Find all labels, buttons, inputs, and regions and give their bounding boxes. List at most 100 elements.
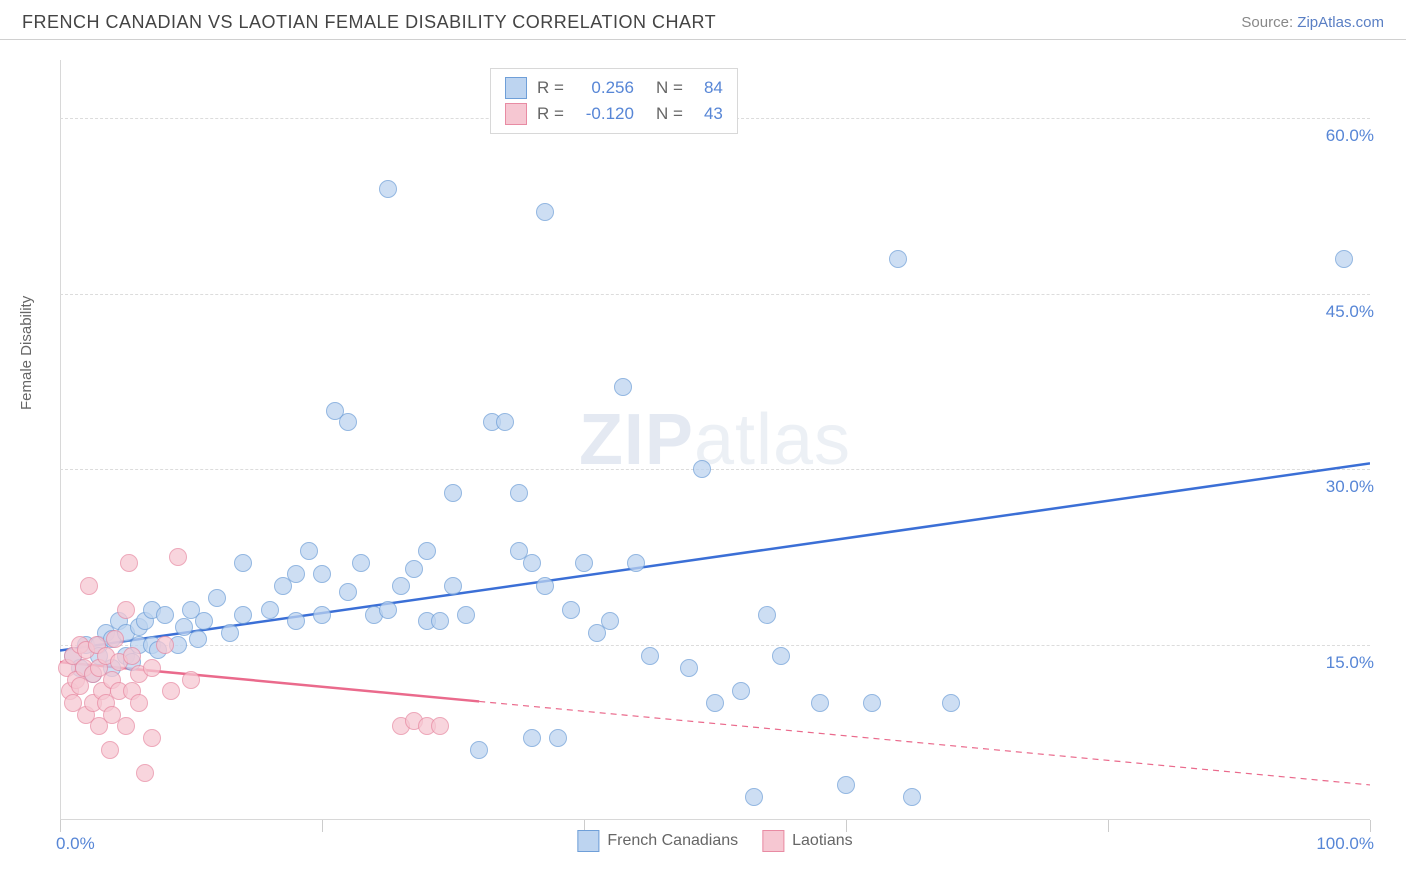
x-tick (60, 820, 61, 832)
data-point (706, 694, 724, 712)
data-point (143, 659, 161, 677)
data-point (234, 554, 252, 572)
data-point (405, 560, 423, 578)
swatch-series1 (577, 830, 599, 852)
data-point (575, 554, 593, 572)
data-point (431, 717, 449, 735)
data-point (379, 180, 397, 198)
r-label: R = (537, 104, 564, 124)
data-point (444, 577, 462, 595)
y-axis-title: Female Disability (18, 296, 35, 410)
data-point (627, 554, 645, 572)
data-point (80, 577, 98, 595)
data-point (837, 776, 855, 794)
data-point (339, 583, 357, 601)
y-axis-label: 60.0% (1326, 126, 1374, 146)
gridline (60, 645, 1370, 646)
data-point (313, 565, 331, 583)
swatch-series1 (505, 77, 527, 99)
watermark-atlas: atlas (694, 400, 851, 480)
data-point (1335, 250, 1353, 268)
data-point (156, 636, 174, 654)
chart-header: FRENCH CANADIAN VS LAOTIAN FEMALE DISABI… (0, 0, 1406, 40)
y-axis-label: 15.0% (1326, 653, 1374, 673)
data-point (457, 606, 475, 624)
data-point (136, 764, 154, 782)
data-point (208, 589, 226, 607)
data-point (903, 788, 921, 806)
data-point (182, 671, 200, 689)
data-point (392, 577, 410, 595)
gridline (60, 469, 1370, 470)
data-point (189, 630, 207, 648)
r-value-series2: -0.120 (574, 104, 634, 124)
legend-item-series2: Laotians (762, 830, 853, 852)
data-point (221, 624, 239, 642)
data-point (379, 601, 397, 619)
r-label: R = (537, 78, 564, 98)
data-point (470, 741, 488, 759)
r-value-series1: 0.256 (574, 78, 634, 98)
series1-label: French Canadians (607, 832, 738, 850)
data-point (261, 601, 279, 619)
y-axis-label: 30.0% (1326, 477, 1374, 497)
data-point (680, 659, 698, 677)
data-point (339, 413, 357, 431)
data-point (195, 612, 213, 630)
data-point (117, 717, 135, 735)
data-point (549, 729, 567, 747)
swatch-series2 (762, 830, 784, 852)
data-point (106, 630, 124, 648)
source-label: Source: (1241, 14, 1297, 31)
x-axis-line (60, 819, 1370, 820)
data-point (811, 694, 829, 712)
x-tick (1108, 820, 1109, 832)
data-point (431, 612, 449, 630)
data-point (496, 413, 514, 431)
legend-item-series1: French Canadians (577, 830, 738, 852)
legend-row-series1: R = 0.256 N = 84 (505, 75, 723, 101)
data-point (758, 606, 776, 624)
data-point (942, 694, 960, 712)
x-axis-max-label: 100.0% (1316, 834, 1374, 854)
n-value-series1: 84 (693, 78, 723, 98)
series-legend: French Canadians Laotians (577, 830, 852, 852)
data-point (169, 548, 187, 566)
scatter-chart: Female Disability 15.0%30.0%45.0%60.0% 0… (60, 60, 1370, 820)
x-tick (1370, 820, 1371, 832)
data-point (510, 484, 528, 502)
data-point (641, 647, 659, 665)
data-point (234, 606, 252, 624)
data-point (693, 460, 711, 478)
correlation-legend: R = 0.256 N = 84 R = -0.120 N = 43 (490, 68, 738, 134)
gridline (60, 294, 1370, 295)
data-point (162, 682, 180, 700)
data-point (536, 577, 554, 595)
legend-row-series2: R = -0.120 N = 43 (505, 101, 723, 127)
data-point (523, 729, 541, 747)
y-axis-line (60, 60, 61, 820)
source-link[interactable]: ZipAtlas.com (1297, 14, 1384, 31)
data-point (745, 788, 763, 806)
data-point (130, 694, 148, 712)
series2-label: Laotians (792, 832, 853, 850)
swatch-series2 (505, 103, 527, 125)
data-point (156, 606, 174, 624)
trend-line (479, 701, 1370, 784)
data-point (523, 554, 541, 572)
data-point (287, 612, 305, 630)
data-point (287, 565, 305, 583)
watermark-zip: ZIP (579, 400, 694, 480)
trend-line (60, 463, 1370, 650)
data-point (117, 601, 135, 619)
data-point (300, 542, 318, 560)
source-attribution: Source: ZipAtlas.com (1241, 14, 1384, 32)
data-point (444, 484, 462, 502)
n-value-series2: 43 (693, 104, 723, 124)
data-point (772, 647, 790, 665)
x-axis-min-label: 0.0% (56, 834, 95, 854)
chart-title: FRENCH CANADIAN VS LAOTIAN FEMALE DISABI… (22, 12, 716, 33)
data-point (143, 729, 161, 747)
data-point (120, 554, 138, 572)
n-label: N = (656, 104, 683, 124)
